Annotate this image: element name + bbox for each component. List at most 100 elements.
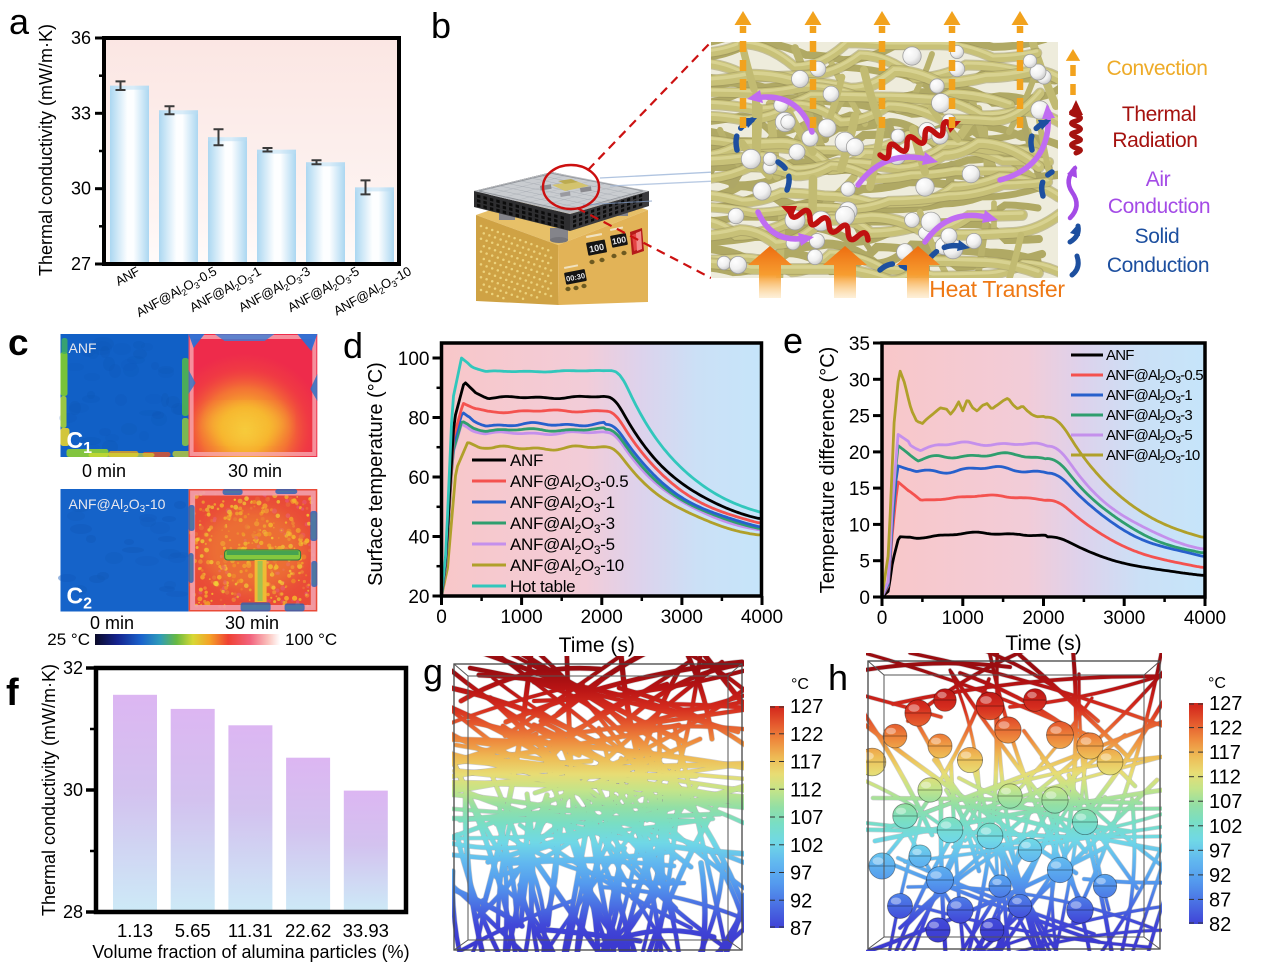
svg-text:25: 25 — [849, 407, 870, 428]
svg-text:°C: °C — [1208, 675, 1226, 692]
svg-text:ANF@Al2​O3​-10: ANF@Al2​O3​-10 — [510, 556, 624, 578]
svg-text:C2​: C2​ — [67, 583, 93, 613]
svg-text:Surface temperature (°C): Surface temperature (°C) — [365, 362, 387, 586]
svg-text:15: 15 — [849, 479, 870, 500]
svg-text:ANF@Al2​O3​-5: ANF@Al2​O3​-5 — [510, 535, 615, 557]
svg-text:20: 20 — [408, 587, 429, 608]
svg-text:e: e — [783, 320, 803, 361]
svg-text:g: g — [423, 651, 443, 692]
svg-text:10: 10 — [849, 515, 870, 536]
svg-text:ANF@Al2​O3​-1: ANF@Al2​O3​-1 — [510, 493, 615, 515]
svg-text:100: 100 — [398, 349, 430, 370]
svg-text:a: a — [9, 1, 30, 42]
svg-text:c: c — [8, 322, 29, 363]
svg-text:30: 30 — [63, 780, 83, 800]
svg-text:C1​: C1​ — [67, 427, 93, 457]
svg-text:Temperature difference (°C): Temperature difference (°C) — [817, 347, 839, 594]
svg-text:1.13: 1.13 — [117, 920, 153, 941]
svg-text:97: 97 — [790, 863, 812, 885]
svg-text:102: 102 — [1209, 816, 1242, 838]
svg-text:ANF@Al2​O3​-3: ANF@Al2​O3​-3 — [1106, 407, 1192, 426]
svg-text:27: 27 — [71, 254, 91, 274]
svg-text:5.65: 5.65 — [175, 920, 211, 941]
svg-text:Convection: Convection — [1106, 57, 1207, 80]
svg-text:ANF: ANF — [1106, 347, 1134, 364]
svg-text:30: 30 — [71, 179, 91, 199]
svg-text:Time (s): Time (s) — [559, 634, 635, 657]
svg-text:30 min: 30 min — [225, 613, 279, 633]
svg-text:2000: 2000 — [581, 607, 623, 628]
svg-text:127: 127 — [1209, 693, 1242, 715]
svg-text:Radiation: Radiation — [1112, 129, 1197, 152]
svg-text:0: 0 — [859, 588, 870, 609]
svg-text:20: 20 — [849, 443, 870, 464]
svg-text:ANF@Al2​O3​-3: ANF@Al2​O3​-3 — [510, 514, 615, 536]
svg-text:1000: 1000 — [942, 608, 984, 629]
svg-text:100 °C: 100 °C — [285, 630, 337, 649]
svg-text:117: 117 — [1209, 742, 1241, 764]
svg-text:ANF@Al2​O3​-0.5: ANF@Al2​O3​-0.5 — [1106, 367, 1203, 386]
svg-text:107: 107 — [1209, 791, 1242, 813]
svg-text:Hot table: Hot table — [510, 577, 575, 596]
svg-text:112: 112 — [1209, 767, 1241, 789]
svg-text:107: 107 — [790, 807, 823, 829]
svg-text:28: 28 — [63, 902, 83, 922]
svg-text:117: 117 — [790, 752, 822, 774]
svg-text:Thermal conductivity (mW/m·K): Thermal conductivity (mW/m·K) — [39, 664, 59, 916]
svg-text:112: 112 — [790, 779, 822, 801]
svg-text:0: 0 — [877, 608, 888, 629]
svg-text:0 min: 0 min — [82, 461, 126, 481]
svg-text:87: 87 — [1209, 889, 1231, 911]
svg-text:ANF@Al2​O3​-1: ANF@Al2​O3​-1 — [1106, 387, 1192, 406]
svg-text:f: f — [6, 672, 19, 714]
svg-text:3000: 3000 — [1103, 608, 1145, 629]
svg-text:Air: Air — [1146, 168, 1171, 191]
svg-text:36: 36 — [71, 28, 91, 48]
svg-text:2000: 2000 — [1022, 608, 1064, 629]
svg-text:11.31: 11.31 — [228, 920, 273, 941]
svg-text:33.93: 33.93 — [343, 920, 389, 941]
svg-text:h: h — [828, 657, 848, 698]
svg-text:22.62: 22.62 — [285, 920, 331, 941]
svg-text:b: b — [431, 5, 451, 46]
svg-text:Volume fraction of alumina par: Volume fraction of alumina particles (%) — [92, 942, 409, 962]
svg-text:122: 122 — [790, 724, 823, 746]
svg-text:82: 82 — [1209, 914, 1231, 936]
svg-text:5: 5 — [859, 552, 870, 573]
svg-text:0 min: 0 min — [90, 613, 134, 633]
svg-text:ANF@Al2​O3​-10: ANF@Al2​O3​-10 — [1106, 447, 1200, 466]
svg-text:35: 35 — [849, 334, 870, 355]
svg-text:ANF: ANF — [510, 451, 543, 470]
svg-text:Solid: Solid — [1135, 225, 1180, 248]
svg-text:ANF@Al2​O3​-0.5: ANF@Al2​O3​-0.5 — [510, 472, 628, 494]
svg-text:Conduction: Conduction — [1108, 195, 1210, 218]
svg-text:32: 32 — [63, 658, 83, 678]
svg-text:92: 92 — [1209, 865, 1231, 887]
svg-text:00:30: 00:30 — [565, 271, 586, 283]
svg-text:102: 102 — [790, 835, 823, 857]
svg-text:ANF@Al2​O3​-10: ANF@Al2​O3​-10 — [69, 496, 166, 515]
svg-text:100: 100 — [588, 242, 605, 255]
svg-text:60: 60 — [408, 468, 429, 489]
svg-text:122: 122 — [1209, 718, 1242, 740]
svg-text:4000: 4000 — [1184, 608, 1226, 629]
svg-text:Thermal: Thermal — [1122, 103, 1196, 126]
svg-text:97: 97 — [1209, 840, 1231, 862]
svg-text:°C: °C — [791, 676, 809, 693]
svg-text:33: 33 — [71, 103, 91, 123]
svg-text:40: 40 — [408, 528, 429, 549]
svg-text:80: 80 — [408, 409, 429, 430]
svg-text:1000: 1000 — [500, 607, 542, 628]
svg-text:ANF: ANF — [69, 340, 97, 356]
svg-text:127: 127 — [790, 696, 823, 718]
svg-text:100: 100 — [611, 234, 627, 247]
svg-text:30: 30 — [849, 370, 870, 391]
svg-text:Heat Transfer: Heat Transfer — [929, 276, 1065, 302]
svg-text:25 °C: 25 °C — [47, 630, 90, 649]
svg-text:d: d — [343, 325, 363, 366]
svg-text:3000: 3000 — [661, 607, 703, 628]
svg-text:Thermal conductivity (mW/m·K): Thermal conductivity (mW/m·K) — [36, 24, 56, 276]
svg-text:4000: 4000 — [741, 607, 783, 628]
svg-text:ANF@Al2​O3​-5: ANF@Al2​O3​-5 — [1106, 427, 1192, 446]
svg-text:Time (s): Time (s) — [1005, 632, 1081, 655]
